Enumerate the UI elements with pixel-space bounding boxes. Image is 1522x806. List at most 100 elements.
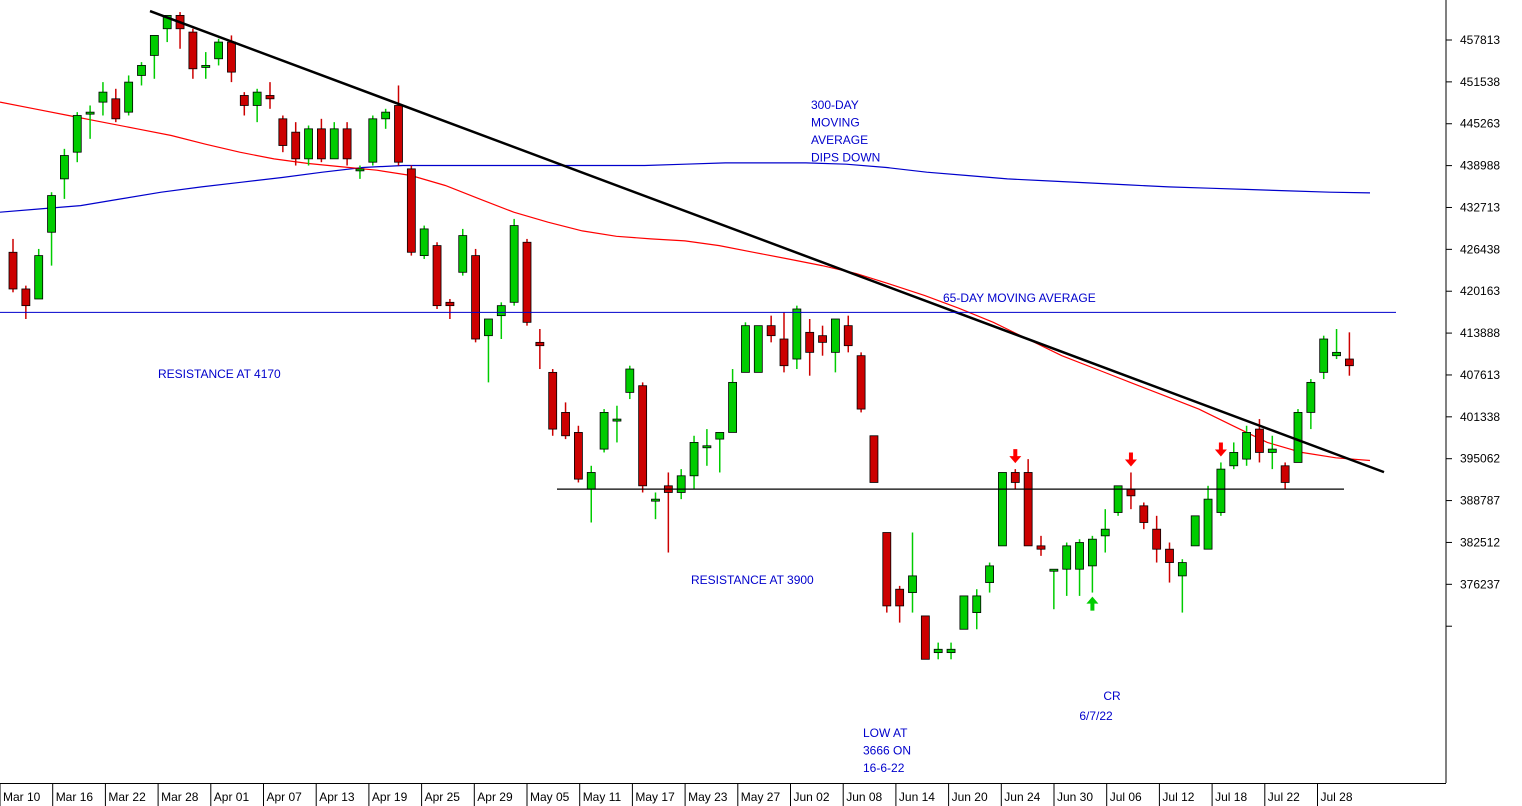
candle-body [111, 98, 121, 120]
candle [831, 318, 840, 373]
low-annotation: 3666 ON [863, 744, 911, 758]
candle-body [1242, 432, 1251, 460]
candle [8, 238, 18, 293]
candle [599, 409, 609, 453]
candle-body [779, 338, 789, 367]
candle-body [805, 331, 815, 353]
candle [47, 192, 56, 266]
candle [1023, 459, 1033, 547]
up-arrow [1086, 596, 1099, 611]
candle-body [149, 35, 159, 56]
candle-body [1255, 428, 1264, 453]
candle-body [394, 105, 403, 163]
candle [316, 118, 326, 163]
candle [985, 562, 994, 593]
ma300-annotation: MOVING [811, 116, 860, 130]
candle-body [1139, 505, 1149, 523]
candle-body [98, 91, 108, 103]
candle [419, 225, 429, 259]
down-arrow [1009, 449, 1022, 464]
candle [818, 325, 827, 356]
resistance-3900-annotation: RESISTANCE AT 3900 [691, 573, 814, 587]
candle-body [869, 435, 879, 483]
candle-body [278, 118, 288, 146]
candle [1190, 515, 1200, 547]
x-tick-label: Mar 16 [56, 790, 94, 804]
candle [355, 165, 365, 179]
candle-body [895, 588, 905, 607]
candle [1267, 435, 1277, 470]
x-tick-label: Jul 06 [1110, 790, 1142, 804]
candle-body [612, 418, 622, 422]
candle [561, 402, 570, 440]
x-tick-label: May 17 [635, 790, 675, 804]
candle-body [920, 615, 930, 660]
candle-body [355, 168, 365, 172]
candle [1293, 409, 1303, 463]
candle [34, 248, 44, 300]
y-tick-label: 388787 [1460, 494, 1500, 508]
candle-body [561, 412, 570, 437]
candle [779, 312, 789, 373]
candle-body [933, 648, 943, 654]
candle [329, 122, 339, 160]
candle-body [1216, 468, 1226, 513]
y-tick-label: 382512 [1460, 535, 1500, 549]
candle-body [638, 385, 648, 487]
candle-body [85, 111, 95, 115]
candle-body [21, 288, 31, 307]
candle [1113, 485, 1123, 516]
candle [715, 432, 725, 473]
candle-body [599, 412, 609, 450]
candle [85, 105, 95, 139]
candle-body [419, 228, 429, 257]
candle-body [1010, 472, 1020, 483]
y-tick-label: 445263 [1460, 117, 1500, 131]
candle [792, 305, 802, 370]
candle-body [368, 118, 378, 163]
candle [1242, 425, 1251, 466]
ma300-annotation: 300-DAY [811, 98, 859, 112]
candle [72, 112, 82, 163]
candle [959, 595, 969, 630]
candle-body [1345, 358, 1354, 367]
x-tick-label: Jun 20 [952, 790, 988, 804]
candle [406, 165, 416, 256]
x-tick-label: May 27 [741, 790, 781, 804]
candle-body [831, 318, 840, 353]
candle [111, 88, 121, 123]
candle-body [316, 128, 326, 160]
candle-body [522, 241, 532, 323]
candle [766, 315, 776, 343]
candle [21, 285, 31, 319]
candle [1010, 469, 1020, 490]
candle [676, 469, 686, 500]
x-tick-label: Apr 13 [319, 790, 355, 804]
x-tick-label: Mar 28 [161, 790, 199, 804]
candle [920, 615, 930, 660]
candle [663, 472, 673, 553]
candle [445, 298, 455, 319]
candle-body [432, 245, 442, 307]
candle-body [856, 355, 866, 410]
candle-body [1177, 562, 1187, 577]
ma300-line [0, 162, 1371, 213]
candle-body [1126, 488, 1136, 497]
candle [1332, 329, 1341, 360]
candle [998, 472, 1007, 547]
candle [972, 589, 982, 630]
candle-body [715, 432, 725, 440]
candle [1306, 379, 1316, 430]
candle-body [34, 255, 44, 300]
candle-body [625, 368, 635, 393]
candle-body [574, 432, 583, 480]
y-tick-label: 457813 [1460, 33, 1500, 47]
x-tick-label: Apr 07 [267, 790, 303, 804]
candle [908, 532, 917, 613]
x-tick-label: May 23 [688, 790, 728, 804]
candle [753, 325, 763, 373]
candle [1088, 535, 1097, 593]
cr-date-annotation: 6/7/22 [1079, 709, 1113, 723]
candle [432, 242, 442, 309]
candle [368, 115, 378, 166]
